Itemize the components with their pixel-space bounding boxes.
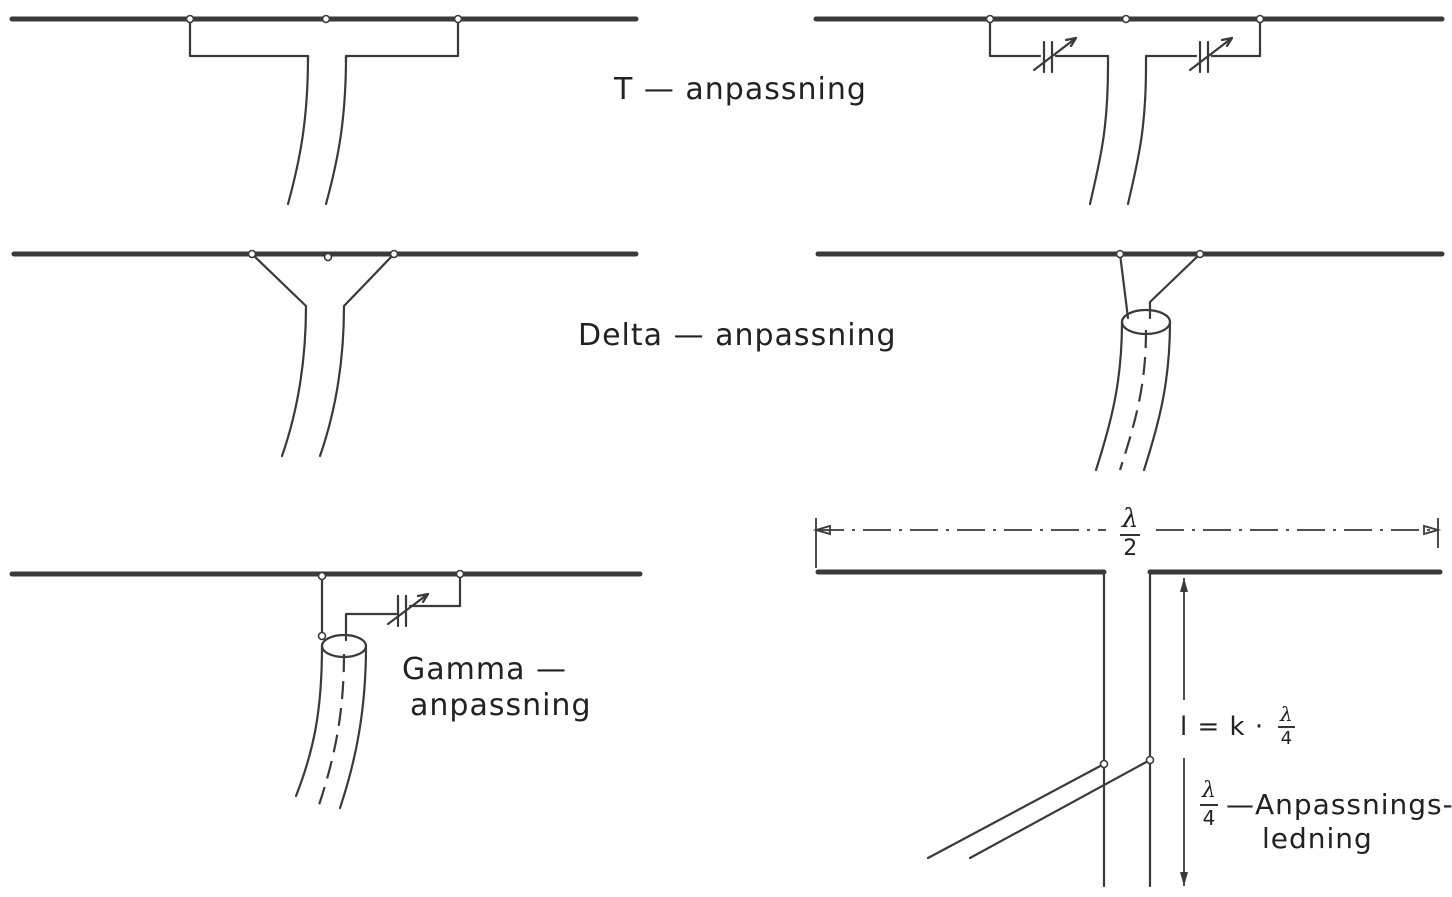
gamma-match-label-line1: Gamma —	[402, 652, 567, 687]
quarter-denominator: 4	[1280, 728, 1293, 749]
delta-arm-right	[1148, 252, 1202, 320]
stub-fraction: λ 4	[1200, 780, 1218, 828]
feedline-right-conductor	[324, 54, 348, 206]
t-match-bar-left	[988, 17, 1110, 68]
feedline-left-conductor	[1088, 64, 1110, 206]
half-wave-numerator: λ	[1120, 504, 1141, 536]
matching-line-label-line2: ledning	[1262, 822, 1373, 855]
feedline-right-conductor	[1126, 64, 1148, 206]
delta-match-diagram	[11, 249, 639, 458]
half-wave-denominator: 2	[1123, 536, 1138, 561]
coax-outer-left	[1094, 320, 1124, 472]
length-formula-label: l = k ·	[1180, 712, 1265, 742]
variable-capacitor-icon	[386, 592, 430, 628]
coax-outer-left	[294, 644, 324, 798]
delta-arm-left	[1118, 252, 1130, 320]
coax-inner-dashes	[316, 653, 346, 809]
delta-right-arm	[318, 252, 396, 458]
delta-match-coax-diagram	[815, 249, 1445, 472]
t-match-label: T — anpassning	[614, 72, 867, 107]
coax-outer-right	[338, 644, 368, 810]
half-wave-label: λ 2	[1116, 504, 1145, 561]
stub-numerator: λ	[1200, 780, 1218, 806]
center-point	[321, 14, 331, 24]
t-match-capacitor-diagram	[813, 14, 1445, 206]
feedline-left-conductor	[286, 54, 310, 206]
coax-outer-right	[1142, 320, 1172, 472]
quarter-numerator: λ	[1278, 702, 1295, 728]
coax-end	[320, 633, 368, 659]
coax-inner-dashes	[1118, 329, 1148, 471]
tap-point	[185, 14, 195, 24]
tap-point	[453, 14, 463, 24]
delta-left-arm	[250, 252, 308, 458]
feedline-wire-2	[968, 758, 1152, 860]
feedline-wire-1	[926, 762, 1106, 860]
quarter-wave-fraction: λ 4	[1278, 704, 1295, 748]
t-match-bar	[188, 17, 460, 64]
variable-capacitor-icon	[1032, 36, 1078, 74]
t-match-diagram	[9, 14, 639, 206]
gamma-match-label-line2: anpassning	[410, 688, 592, 723]
quarter-wave-match-diagram	[812, 518, 1443, 888]
gamma-bar	[344, 572, 462, 642]
delta-match-label: Delta — anpassning	[578, 318, 897, 353]
gamma-match-diagram	[9, 569, 643, 810]
matching-line-label-line1: —Anpassnings-	[1226, 788, 1452, 821]
t-match-bar-right	[1144, 17, 1262, 68]
variable-capacitor-icon	[1188, 36, 1234, 74]
stub-denominator: 4	[1202, 806, 1216, 830]
